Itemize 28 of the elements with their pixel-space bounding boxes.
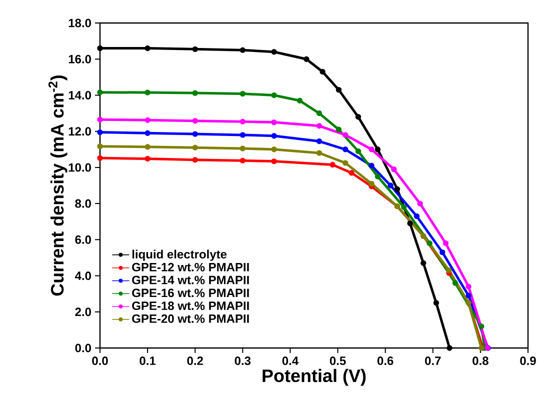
y-tick-label: 10.0: [68, 163, 91, 172]
y-tick-label: 16.0: [68, 54, 91, 64]
x-tick-label: 0.2: [187, 356, 203, 366]
legend-label: GPE-14 wt.% PMAPII: [132, 276, 249, 284]
x-tick-label: 0.3: [234, 356, 251, 366]
y-axis-title: Current density (mA cm$^{-2}$): [48, 76, 68, 296]
x-tick-label: 0.9: [520, 356, 536, 366]
y-tick-label: 6.0: [75, 235, 91, 244]
x-tick-label: 0.0: [92, 356, 108, 366]
x-tick-label: 0.8: [472, 356, 488, 366]
x-tick-label: 0.1: [140, 356, 156, 366]
x-tick-label: 0.5: [330, 356, 346, 366]
legend-label: GPE-16 wt.% PMAPII: [132, 288, 249, 298]
y-tick-label: 8.0: [75, 199, 91, 208]
x-axis-title: Potential (V): [262, 368, 366, 386]
legend-label: GPE-12 wt.% PMAPII: [132, 262, 249, 272]
legend-label: GPE-18 wt.% PMAPII: [132, 302, 249, 310]
legend-label: GPE-20 wt.% PMAPII: [132, 314, 249, 323]
y-tick-label: 14.0: [68, 90, 91, 100]
x-tick-label: 0.6: [377, 356, 394, 366]
legend-label: liquid electrolyte: [132, 250, 227, 261]
y-tick-label: 0.0: [75, 344, 91, 352]
y-tick-label: 4.0: [74, 272, 91, 280]
x-tick-label: 0.4: [282, 356, 298, 366]
y-tick-label: 12.0: [68, 127, 91, 136]
y-tick-label: 2.0: [75, 308, 91, 316]
x-tick-label: 0.7: [425, 356, 441, 366]
y-tick-label: 18.0: [68, 18, 91, 28]
